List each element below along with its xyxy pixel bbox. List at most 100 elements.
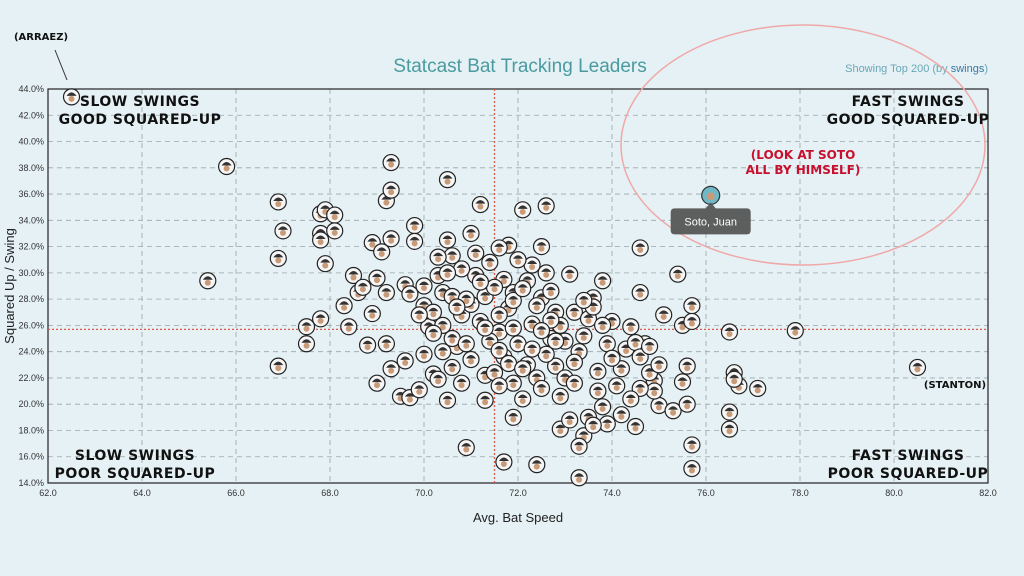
player-marker[interactable] [570, 437, 588, 455]
player-marker[interactable] [410, 306, 428, 324]
player-marker[interactable] [406, 232, 424, 250]
player-marker[interactable] [382, 230, 400, 248]
player-marker[interactable] [608, 377, 626, 395]
player-marker[interactable] [368, 269, 386, 287]
player-marker[interactable] [678, 395, 696, 413]
player-marker[interactable] [593, 272, 612, 290]
player-marker[interactable] [786, 322, 804, 340]
player-marker[interactable] [631, 239, 649, 257]
player-marker[interactable] [603, 349, 621, 367]
player-marker[interactable] [514, 201, 532, 219]
player-marker[interactable] [363, 304, 381, 323]
player-marker[interactable] [429, 248, 447, 266]
player-marker[interactable] [749, 379, 767, 398]
player-marker[interactable] [528, 456, 546, 474]
player-marker[interactable] [453, 260, 471, 278]
player-marker[interactable] [528, 297, 546, 315]
player-marker[interactable] [274, 222, 292, 240]
player-marker[interactable] [504, 319, 522, 337]
player-marker[interactable] [490, 306, 508, 324]
player-marker[interactable] [542, 282, 560, 300]
player-marker[interactable] [406, 216, 424, 235]
player-marker[interactable] [725, 370, 743, 388]
player-marker[interactable] [269, 357, 287, 375]
player-marker[interactable] [720, 420, 739, 438]
player-marker[interactable] [532, 238, 551, 256]
player-marker[interactable] [453, 374, 471, 392]
player-marker[interactable] [598, 415, 616, 433]
player-marker[interactable] [415, 277, 433, 295]
player-marker[interactable] [457, 438, 475, 457]
player-marker[interactable] [359, 336, 377, 354]
player-marker[interactable] [490, 341, 508, 359]
player-marker[interactable] [532, 322, 551, 340]
player-marker[interactable] [377, 283, 395, 302]
player-marker[interactable] [500, 354, 518, 373]
player-marker[interactable] [561, 265, 579, 283]
player-marker[interactable] [269, 193, 287, 211]
player-marker[interactable] [514, 280, 532, 298]
player-marker[interactable] [640, 337, 659, 356]
player-marker[interactable] [443, 247, 461, 265]
player-marker[interactable] [561, 411, 579, 429]
player-marker[interactable] [593, 316, 612, 334]
player-marker[interactable] [908, 358, 927, 377]
player-marker[interactable] [312, 231, 330, 249]
player-marker[interactable] [589, 362, 607, 380]
player-marker[interactable] [490, 239, 508, 257]
player-marker[interactable] [326, 222, 344, 240]
player-marker[interactable] [575, 327, 593, 345]
player-marker[interactable] [622, 390, 640, 408]
player-marker[interactable] [612, 406, 631, 424]
player-marker[interactable] [471, 195, 489, 214]
player-marker[interactable] [584, 416, 602, 434]
player-marker[interactable] [485, 364, 504, 382]
player-marker[interactable] [410, 381, 428, 399]
player-marker[interactable] [495, 453, 513, 471]
player-marker[interactable] [664, 402, 682, 420]
player-marker[interactable] [457, 335, 475, 353]
player-marker[interactable] [335, 297, 353, 315]
subtitle-sort-link[interactable]: swings [950, 63, 985, 75]
player-marker[interactable] [424, 324, 442, 342]
player-marker[interactable] [565, 353, 584, 371]
player-marker[interactable] [509, 251, 527, 269]
player-marker[interactable] [199, 272, 217, 290]
player-marker[interactable] [720, 403, 739, 421]
player-marker[interactable] [504, 374, 522, 392]
player-marker[interactable] [514, 390, 532, 408]
player-marker[interactable] [354, 278, 372, 296]
player-marker[interactable] [448, 298, 466, 316]
player-marker[interactable] [490, 377, 508, 395]
player-marker[interactable] [546, 332, 565, 350]
player-marker[interactable] [326, 206, 344, 224]
player-marker[interactable] [570, 469, 588, 487]
player-marker[interactable] [589, 382, 607, 400]
player-marker[interactable] [297, 318, 316, 336]
player-marker[interactable] [344, 266, 363, 285]
player-marker[interactable] [504, 408, 522, 426]
player-marker[interactable] [650, 356, 668, 374]
player-marker[interactable] [382, 153, 400, 172]
player-marker[interactable] [438, 264, 457, 282]
player-marker[interactable] [434, 343, 452, 361]
player-marker[interactable] [565, 374, 584, 392]
player-marker[interactable] [565, 303, 584, 321]
player-marker[interactable] [401, 285, 419, 303]
player-marker[interactable] [537, 264, 555, 282]
player-marker[interactable] [396, 352, 414, 370]
player-marker[interactable] [438, 231, 457, 249]
player-marker[interactable] [462, 350, 480, 369]
player-marker[interactable] [523, 256, 541, 274]
player-marker[interactable] [546, 357, 565, 375]
player-marker[interactable] [537, 345, 555, 363]
player-marker[interactable] [476, 391, 494, 409]
player-marker[interactable] [462, 224, 480, 243]
player-marker[interactable] [504, 291, 522, 310]
player-marker[interactable] [593, 398, 612, 416]
player-marker[interactable] [340, 318, 358, 336]
player-marker[interactable] [312, 310, 330, 328]
player-marker[interactable] [429, 370, 447, 388]
player-marker[interactable] [373, 243, 391, 261]
player-marker[interactable] [443, 358, 461, 377]
